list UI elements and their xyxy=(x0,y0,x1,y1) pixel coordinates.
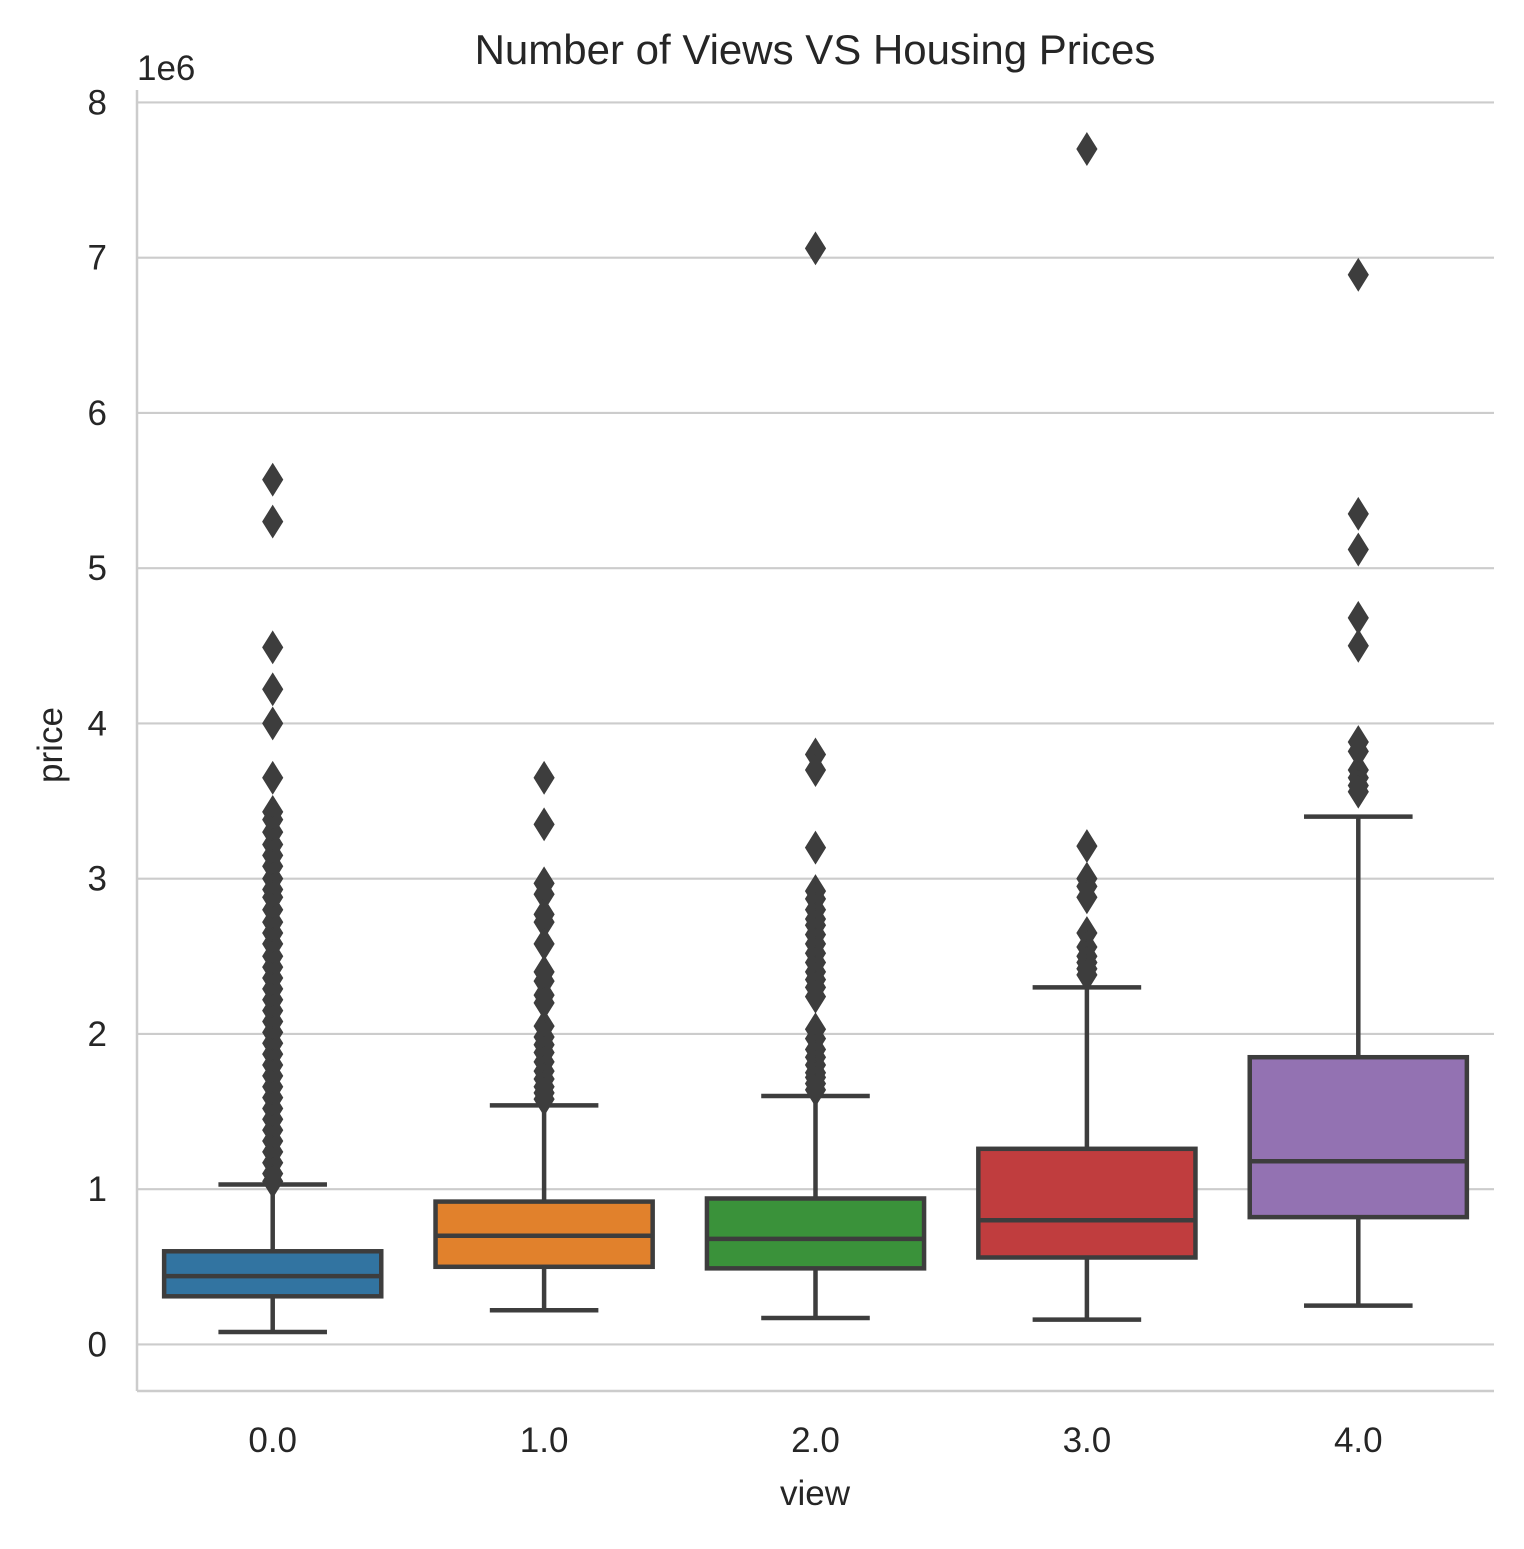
outliers-1.0 xyxy=(533,760,555,1117)
outlier-point xyxy=(1076,132,1098,166)
outlier-point xyxy=(262,504,284,539)
outliers-4.0 xyxy=(1347,257,1369,809)
x-tick-label: 2.0 xyxy=(791,1421,840,1460)
outlier-point xyxy=(533,760,555,795)
outliers xyxy=(262,132,1369,1199)
outlier-point xyxy=(804,753,827,787)
outlier-point xyxy=(804,231,827,266)
iqr-box xyxy=(1247,1054,1470,1220)
outlier-point xyxy=(1076,957,1098,992)
x-axis-label: view xyxy=(780,1474,851,1513)
outliers-0.0 xyxy=(262,462,284,1199)
outlier-point xyxy=(262,630,284,665)
outlier-point xyxy=(262,706,284,741)
y-tick-labels: 0 1 2 3 4 5 6 7 8 xyxy=(88,83,107,1364)
outlier-point xyxy=(1347,496,1369,531)
y-tick-label: 3 xyxy=(88,860,107,899)
y-tick-label: 6 xyxy=(88,394,107,433)
outlier-point xyxy=(1076,829,1098,864)
box-1.0 xyxy=(433,1103,655,1313)
chart-title: Number of Views VS Housing Prices xyxy=(475,26,1156,73)
x-tick-label: 1.0 xyxy=(520,1421,569,1460)
x-tick-label: 4.0 xyxy=(1334,1421,1383,1460)
box-4.0 xyxy=(1247,814,1470,1308)
y-tick-label: 8 xyxy=(88,83,107,122)
outliers-2.0 xyxy=(804,231,827,1107)
outlier-point xyxy=(262,1164,284,1199)
outlier-point xyxy=(1347,628,1369,663)
outlier-point xyxy=(1347,532,1369,567)
y-tick-label: 4 xyxy=(88,704,107,743)
outliers-3.0 xyxy=(1076,132,1098,992)
boxes xyxy=(161,814,1470,1335)
iqr-box xyxy=(161,1249,384,1299)
outlier-point xyxy=(262,462,284,497)
gridlines xyxy=(137,101,1494,1346)
x-tick-labels: 0.0 1.0 2.0 3.0 4.0 xyxy=(248,1421,1382,1460)
outlier-point xyxy=(1347,774,1369,809)
outlier-point xyxy=(1347,257,1369,292)
y-tick-label: 1 xyxy=(88,1170,107,1209)
box-2.0 xyxy=(704,1093,927,1321)
outlier-point xyxy=(1076,880,1098,915)
x-tick-label: 3.0 xyxy=(1063,1421,1112,1460)
y-tick-label: 7 xyxy=(88,239,107,278)
y-axis-label: price xyxy=(31,707,70,783)
y-offset-label: 1e6 xyxy=(137,49,195,88)
box-0.0 xyxy=(161,1182,384,1335)
x-tick-label: 0.0 xyxy=(248,1421,297,1460)
outlier-point xyxy=(533,807,555,842)
outlier-point xyxy=(804,830,827,865)
iqr-box xyxy=(976,1146,1198,1260)
box-3.0 xyxy=(976,985,1198,1322)
outlier-point xyxy=(262,672,284,707)
outlier-point xyxy=(533,1082,555,1117)
y-tick-label: 2 xyxy=(88,1015,107,1054)
axis-spines xyxy=(135,90,1494,1393)
outlier-point xyxy=(262,760,284,795)
y-tick-label: 0 xyxy=(88,1325,107,1364)
outlier-point xyxy=(804,1072,827,1107)
iqr-box xyxy=(704,1196,927,1271)
y-tick-label: 5 xyxy=(88,549,107,588)
